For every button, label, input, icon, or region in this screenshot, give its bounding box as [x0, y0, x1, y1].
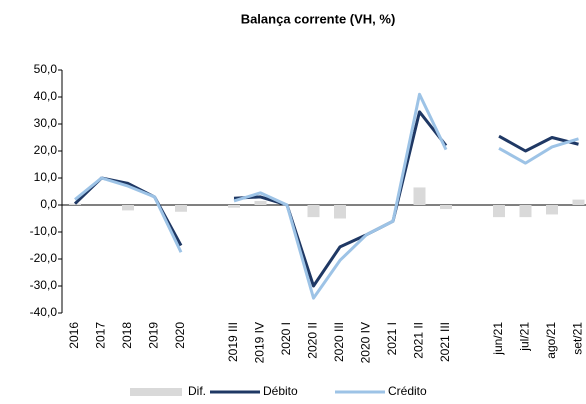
bar: [307, 205, 320, 218]
x-tick-label: 2020 I: [279, 322, 293, 355]
y-tick-label: -40,0: [30, 305, 58, 319]
bar: [122, 205, 134, 211]
bar: [334, 205, 346, 219]
bar: [228, 205, 240, 208]
x-tick-label: 2019: [147, 322, 161, 349]
y-tick-label: -30,0: [30, 278, 58, 292]
x-tick-label: 2018: [120, 322, 134, 349]
legend-label: Crédito: [388, 384, 427, 398]
bar: [572, 199, 585, 205]
x-tick-label: 2020 IV: [359, 322, 373, 363]
bar: [519, 205, 532, 218]
x-tick-label: 2020 III: [332, 322, 346, 362]
bar: [175, 205, 187, 212]
y-tick-label: -20,0: [30, 251, 58, 265]
x-tick-label: 2020: [173, 322, 187, 349]
x-tick-label: 2021 III: [438, 322, 452, 362]
line: [74, 92, 579, 300]
bar: [413, 187, 426, 205]
x-tick-label: 2017: [94, 322, 108, 349]
y-tick-label: 30,0: [34, 116, 58, 130]
legend-label: Débito: [263, 384, 298, 398]
x-tick-label: jul/21: [518, 322, 532, 352]
x-tick-label: 2019 IV: [253, 322, 267, 363]
bar: [493, 205, 505, 218]
legend-swatch: [130, 388, 182, 396]
x-tick-label: 2016: [67, 322, 81, 349]
x-tick-label: jun/21: [491, 322, 505, 356]
y-tick-label: 20,0: [34, 143, 58, 157]
x-tick-label: set/21: [571, 322, 585, 355]
y-tick-label: -10,0: [30, 224, 58, 238]
x-tick-label: 2021 II: [412, 322, 426, 359]
y-tick-label: 50,0: [34, 62, 58, 76]
line: [73, 110, 579, 288]
bar: [69, 203, 81, 205]
bar: [546, 205, 558, 215]
y-tick-label: 0,0: [40, 197, 57, 211]
y-tick-label: 40,0: [34, 89, 58, 103]
x-tick-label: 2021 I: [385, 322, 399, 355]
x-tick-label: 2020 II: [306, 322, 320, 359]
bar: [254, 200, 267, 205]
x-tick-label: ago/21: [544, 322, 558, 359]
y-tick-label: 10,0: [34, 170, 58, 184]
bar: [440, 205, 452, 210]
chart-title: Balança corrente (VH, %): [241, 11, 396, 26]
legend-label: Dif.: [188, 384, 206, 398]
x-tick-label: 2019 III: [226, 322, 240, 362]
